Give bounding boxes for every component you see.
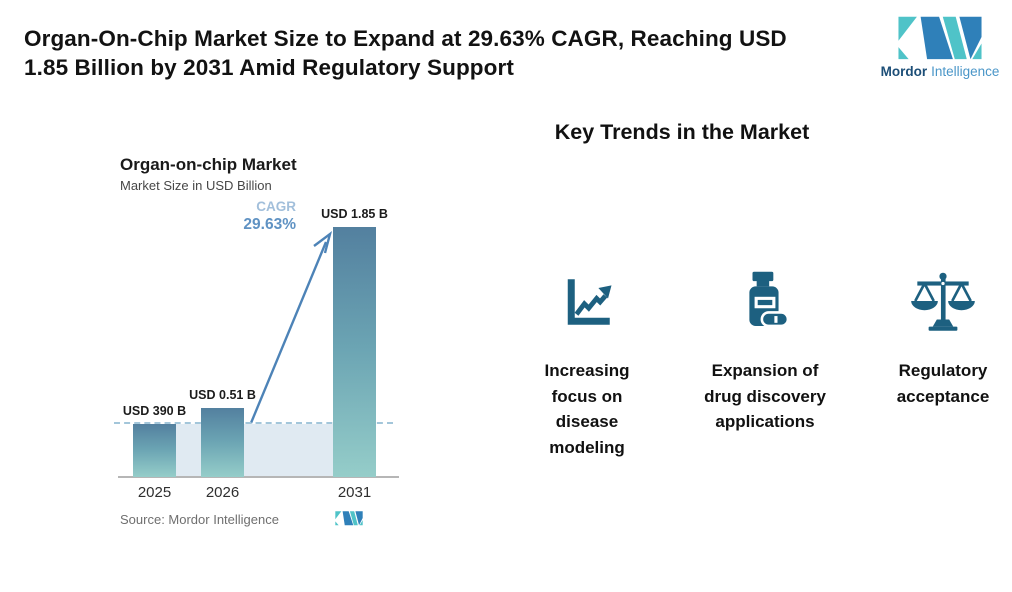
page-title: Organ-On-Chip Market Size to Expand at 2… — [24, 26, 787, 80]
trend-item-disease-modeling: Increasing focus on disease modeling — [498, 266, 676, 460]
trend-item-drug-discovery: Expansion of drug discovery applications — [676, 266, 854, 460]
market-size-chart: Organ-on-chip Market Market Size in USD … — [114, 155, 408, 545]
chart-footer: Source: Mordor Intelligence — [120, 510, 402, 530]
x-tick-label: 2025 — [137, 484, 172, 501]
bar-2025 — [133, 424, 176, 477]
trends-heading: Key Trends in the Market — [554, 120, 810, 144]
bar-value-label: USD 390 B — [122, 404, 187, 418]
cagr-label: CAGR — [256, 199, 296, 214]
brand-logo: Mordor Intelligence — [876, 13, 1004, 79]
x-tick-label: 2026 — [205, 484, 240, 501]
brand-name: Mordor Intelligence — [876, 64, 1004, 79]
mordor-logo-icon — [898, 16, 982, 60]
scales-icon — [905, 266, 981, 338]
trend-label: Expansion of drug discovery applications — [704, 361, 826, 431]
bar-value-label: USD 1.85 B — [321, 207, 388, 221]
line-chart-icon — [559, 266, 615, 338]
brand-name-secondary: Intelligence — [931, 64, 1000, 79]
cagr-value: 29.63% — [243, 216, 296, 233]
cagr-annotation: CAGR 29.63% — [188, 199, 296, 234]
bar-2026 — [201, 408, 244, 477]
trend-label: Increasing focus on disease modeling — [544, 361, 630, 457]
mordor-logo-mini-icon — [335, 510, 363, 531]
trend-item-regulatory: Regulatory acceptance — [854, 266, 1012, 460]
pill-bottle-icon — [740, 266, 790, 338]
trend-label: Regulatory acceptance — [896, 361, 990, 406]
bar-value-label: USD 0.51 B — [189, 388, 256, 402]
x-axis-line — [118, 476, 399, 478]
source-note: Source: Mordor Intelligence — [120, 512, 279, 527]
chart-subtitle: Market Size in USD Billion — [120, 178, 272, 193]
bar-2031 — [333, 227, 376, 477]
brand-name-primary: Mordor — [880, 64, 928, 79]
x-tick-label: 2031 — [337, 484, 372, 501]
chart-plot-area: CAGR 29.63% USD 390 B 2025 USD 0.51 B 2026 U… — [114, 199, 400, 501]
baseline-dashed-line — [114, 422, 393, 424]
chart-title: Organ-on-chip Market — [120, 155, 297, 174]
trends-list: Increasing focus on disease modeling Exp… — [498, 266, 1012, 460]
